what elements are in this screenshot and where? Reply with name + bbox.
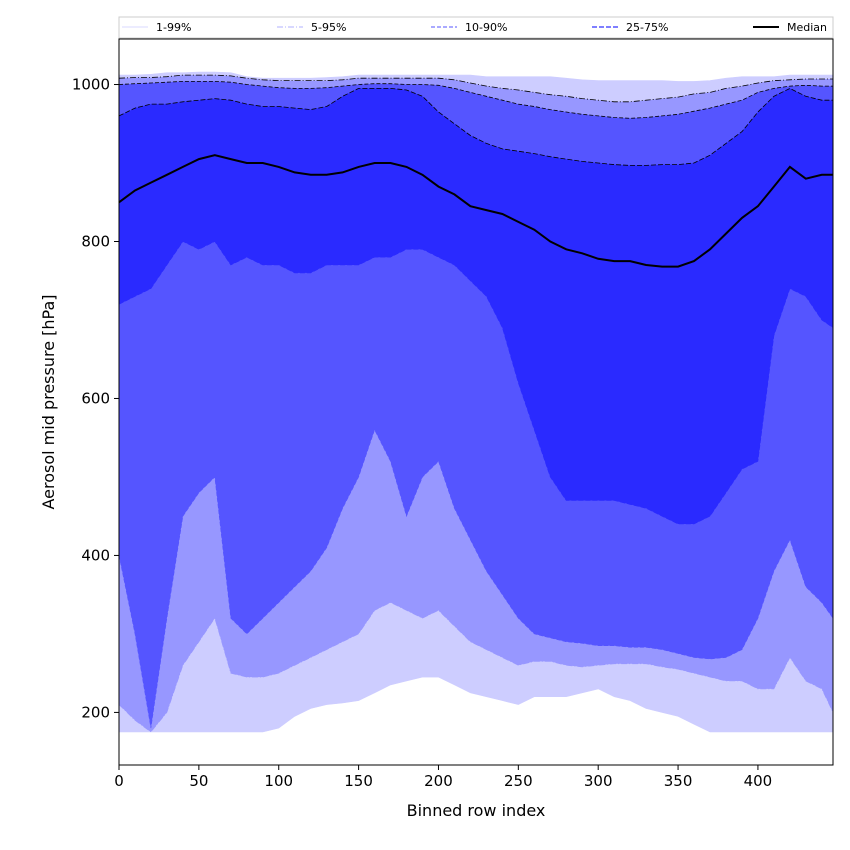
legend-box bbox=[118, 16, 834, 39]
y-tick-label: 1000 bbox=[72, 76, 110, 94]
x-tick-label: 50 bbox=[189, 772, 208, 790]
median-line bbox=[118, 154, 833, 268]
y-axis: 200 400 600 800 1000 bbox=[72, 76, 119, 721]
legend-label: 1-99% bbox=[156, 21, 191, 34]
bands bbox=[119, 72, 833, 733]
x-tick-label: 0 bbox=[114, 772, 124, 790]
x-tick-label: 150 bbox=[344, 772, 373, 790]
band-edges bbox=[118, 71, 834, 733]
legend-label: 5-95% bbox=[311, 21, 346, 34]
x-tick-label: 250 bbox=[504, 772, 533, 790]
plot-frame bbox=[118, 38, 834, 766]
median-group bbox=[118, 154, 833, 268]
legend: 1-99% 5-95% 10-90% 25-75% Median bbox=[118, 16, 834, 39]
legend-item: 25-75% bbox=[592, 21, 668, 34]
y-tick-label: 400 bbox=[81, 546, 110, 564]
x-tick-label: 400 bbox=[744, 772, 773, 790]
y-tick-label: 200 bbox=[81, 703, 110, 721]
band-5-95-upper-edge bbox=[118, 74, 833, 103]
x-tick-label: 200 bbox=[424, 772, 453, 790]
legend-item: 5-95% bbox=[277, 21, 346, 34]
band-5-95-lower-edge bbox=[118, 602, 834, 733]
y-axis-label: Aerosol mid pressure [hPa] bbox=[39, 294, 58, 509]
y-tick-label: 800 bbox=[81, 232, 110, 250]
band-1-99-upper-edge bbox=[119, 71, 833, 82]
band-25-75-upper-edge bbox=[118, 87, 833, 166]
legend-label: 10-90% bbox=[465, 21, 507, 34]
legend-item: 10-90% bbox=[431, 21, 507, 34]
legend-label: 25-75% bbox=[626, 21, 668, 34]
y-tick-label: 600 bbox=[81, 389, 110, 407]
band-1-99-lower-edge bbox=[119, 676, 833, 733]
legend-item: 1-99% bbox=[122, 21, 191, 34]
band-10-90-lower-edge bbox=[118, 429, 834, 729]
x-tick-label: 300 bbox=[584, 772, 613, 790]
legend-label: Median bbox=[787, 21, 827, 34]
x-tick-label: 350 bbox=[664, 772, 693, 790]
x-axis-label: Binned row index bbox=[407, 801, 546, 820]
band-25-75-lower-edge bbox=[118, 241, 834, 525]
band-25-75 bbox=[119, 88, 833, 525]
x-tick-label: 100 bbox=[264, 772, 293, 790]
x-axis: 0 50 100 150 200 250 300 350 400 bbox=[114, 765, 772, 790]
legend-item: Median bbox=[753, 21, 827, 34]
band-10-90-upper-edge bbox=[118, 81, 833, 119]
